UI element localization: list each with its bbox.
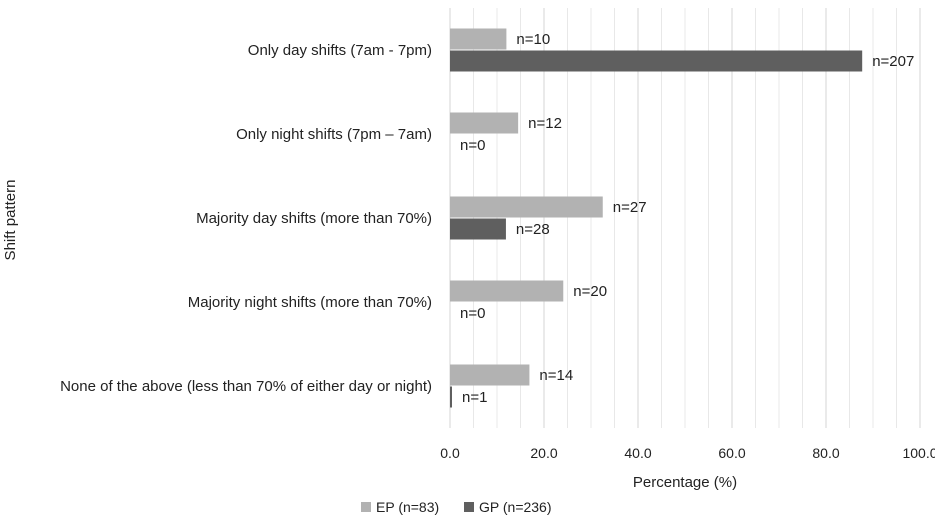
- legend-swatch: [464, 502, 474, 512]
- data-label: n=27: [613, 199, 647, 216]
- x-tick-label: 40.0: [624, 445, 651, 461]
- category-label: Majority day shifts (more than 70%): [196, 210, 432, 227]
- data-labels: n=10 n=207 n=12 n=0 n=27 n=28 n=20 n=0 n=14 n=1: [460, 31, 914, 406]
- data-label: n=12: [528, 115, 562, 132]
- data-label: n=14: [539, 367, 573, 384]
- data-label: n=0: [460, 137, 485, 154]
- category-label: Only day shifts (7am - 7pm): [248, 42, 432, 59]
- bar-gp: [450, 50, 863, 72]
- legend-label: GP (n=236): [479, 499, 552, 515]
- bar-ep: [450, 196, 603, 218]
- x-tick-label: 20.0: [530, 445, 557, 461]
- bar-gp: [450, 218, 506, 240]
- x-tick-labels: 0.0 20.0 40.0 60.0 80.0 100.0: [440, 445, 935, 461]
- category-label: None of the above (less than 70% of eith…: [60, 378, 432, 395]
- bars: [450, 28, 863, 408]
- x-axis-title: Percentage (%): [633, 474, 737, 491]
- grid-lines: [449, 8, 921, 428]
- legend-label: EP (n=83): [376, 499, 439, 515]
- y-axis-title: Shift pattern: [2, 180, 19, 261]
- category-labels: Only day shifts (7am - 7pm) Only night sh…: [60, 42, 432, 395]
- legend: EP (n=83) GP (n=236): [361, 499, 552, 515]
- data-label: n=20: [573, 283, 607, 300]
- data-label: n=207: [872, 53, 914, 70]
- data-label: n=10: [516, 31, 550, 48]
- data-label: n=1: [462, 389, 487, 406]
- category-label: Only night shifts (7pm – 7am): [236, 126, 432, 143]
- x-tick-label: 0.0: [440, 445, 460, 461]
- bar-gp: [450, 386, 452, 408]
- data-label: n=28: [516, 221, 550, 238]
- x-tick-label: 100.0: [902, 445, 935, 461]
- legend-swatch: [361, 502, 371, 512]
- bar-ep: [450, 364, 530, 386]
- x-tick-label: 60.0: [718, 445, 745, 461]
- bar-ep: [450, 28, 507, 50]
- bar-ep: [450, 280, 564, 302]
- data-label: n=0: [460, 305, 485, 322]
- x-tick-label: 80.0: [812, 445, 839, 461]
- category-label: Majority night shifts (more than 70%): [188, 294, 432, 311]
- bar-ep: [450, 112, 519, 134]
